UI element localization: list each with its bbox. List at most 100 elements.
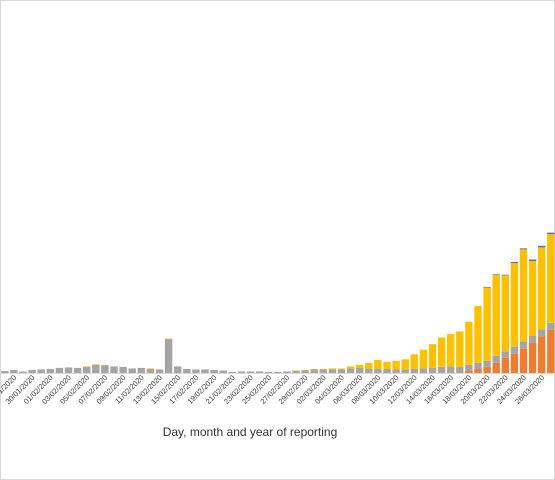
bar-segment-0-20/03/2020 (483, 366, 491, 373)
bar-segment-2-07/02/2020 (101, 364, 109, 366)
bar-segment-2-18/03/2020 (465, 321, 473, 365)
bar-segment-1-18/02/2020 (201, 369, 209, 373)
bar-segment-1-02/03/2020 (319, 369, 327, 373)
bar-segment-2-04/03/2020 (337, 368, 346, 370)
bar-segment-1-10/02/2020 (128, 368, 136, 373)
bar-segment-1-18/03/2020 (465, 364, 473, 371)
bar-segment-2-01/03/2020 (310, 368, 318, 370)
bar-segment-1-05/03/2020 (346, 368, 355, 373)
bar-segment-0-18/03/2020 (465, 370, 473, 373)
bar-segment-1-24/03/2020 (519, 341, 528, 349)
bars-group (0, 232, 555, 374)
bar-segment-2-13/03/2020 (419, 349, 428, 369)
bar-segment-1-27/01/2020 (1, 370, 9, 373)
bar-segment-0-22/03/2020 (501, 357, 509, 373)
bar-segment-1-23/02/2020 (246, 371, 255, 373)
bar-segment-1-23/03/2020 (510, 346, 519, 354)
bar-segment-1-03/03/2020 (328, 369, 337, 373)
bar-segment-1-22/02/2020 (237, 371, 246, 373)
bar-segment-2-24/03/2020 (519, 249, 528, 342)
bar-segment-1-16/02/2020 (183, 368, 191, 373)
bar-segment-2-19/03/2020 (474, 306, 482, 363)
bar-segment-1-08/02/2020 (110, 366, 118, 373)
bar-segment-1-21/02/2020 (228, 371, 236, 373)
bar-segment-1-06/02/2020 (92, 364, 100, 373)
bar-segment-1-26/02/2020 (274, 371, 282, 373)
bar-segment-1-09/03/2020 (383, 368, 391, 373)
bar-segment-2-27/03/2020 (547, 234, 555, 323)
bar-segment-2-05/02/2020 (83, 366, 91, 368)
bar-segment-1-16/03/2020 (447, 366, 455, 373)
bar-segment-2-28/02/2020 (292, 370, 300, 372)
bar-segment-1-15/02/2020 (174, 366, 182, 373)
bar-segment-1-26/03/2020 (538, 329, 546, 337)
bar-segment-2-06/02/2020 (92, 364, 100, 365)
bar-segment-1-20/03/2020 (483, 360, 491, 367)
bar-segment-2-20/03/2020 (483, 287, 491, 361)
bar-segment-2-05/03/2020 (346, 366, 355, 369)
bar-segment-3-26/03/2020 (538, 245, 546, 248)
bar-segment-2-10/03/2020 (392, 360, 400, 370)
bar-segment-1-07/03/2020 (365, 368, 373, 373)
bar-segment-1-04/03/2020 (337, 369, 346, 373)
bar-segment-1-28/01/2020 (10, 369, 18, 373)
bar-segment-1-08/03/2020 (374, 368, 382, 373)
bar-segment-1-28/02/2020 (292, 370, 300, 373)
bar-segment-1-07/02/2020 (101, 365, 109, 373)
bar-segment-1-11/03/2020 (401, 369, 409, 373)
bar-segment-3-27/03/2020 (547, 232, 555, 235)
bar-segment-1-29/02/2020 (301, 370, 309, 373)
bar-segment-1-15/03/2020 (437, 366, 446, 373)
bar-segment-1-17/03/2020 (456, 366, 464, 373)
bar-segment-1-06/03/2020 (356, 367, 364, 373)
bar-segment-3-22/03/2020 (501, 274, 509, 276)
bar-segment-2-15/03/2020 (437, 337, 446, 367)
bar-segment-2-26/03/2020 (538, 247, 546, 330)
bar-segment-0-24/03/2020 (519, 348, 528, 373)
bar-segment-1-24/02/2020 (255, 371, 264, 373)
bar-segment-3-20/03/2020 (483, 286, 491, 288)
bar-segment-0-26/03/2020 (538, 336, 546, 373)
bar-segment-2-25/03/2020 (528, 261, 537, 337)
bar-segment-1-01/02/2020 (46, 368, 54, 373)
bar-segment-1-13/03/2020 (419, 368, 428, 373)
bar-segment-1-20/02/2020 (219, 370, 227, 373)
bar-segment-1-12/02/2020 (146, 368, 155, 373)
bar-segment-1-29/01/2020 (19, 371, 27, 373)
bar-segment-1-31/01/2020 (37, 369, 45, 373)
bar-segment-3-25/03/2020 (528, 259, 537, 262)
bar-segment-1-14/03/2020 (428, 367, 437, 373)
bar-segment-2-21/03/2020 (492, 274, 500, 356)
bar-segment-3-23/03/2020 (510, 262, 519, 264)
bar-segment-1-09/02/2020 (119, 366, 127, 373)
bar-segment-1-19/02/2020 (210, 369, 218, 373)
bar-segment-3-24/03/2020 (519, 248, 528, 250)
bar-segment-2-16/03/2020 (447, 333, 455, 367)
x-tick-labels: 28/01/202030/01/202001/02/202003/02/2020… (0, 373, 546, 406)
bar-segment-2-14/02/2020 (164, 338, 173, 340)
bar-segment-1-19/03/2020 (474, 362, 482, 369)
bar-segment-2-07/03/2020 (365, 362, 373, 369)
bar-segment-0-21/03/2020 (492, 362, 500, 373)
bar-segment-0-19/03/2020 (474, 368, 482, 373)
bar-segment-1-27/02/2020 (283, 371, 291, 373)
bar-segment-0-25/03/2020 (528, 342, 537, 373)
bar-segment-2-11/03/2020 (401, 359, 409, 370)
bar-segment-0-23/03/2020 (510, 353, 519, 373)
bar-segment-1-11/02/2020 (137, 367, 145, 373)
bar-segment-1-22/03/2020 (501, 351, 509, 358)
bar-segment-2-06/03/2020 (356, 364, 364, 368)
bar-segment-2-03/03/2020 (328, 368, 337, 370)
x-axis-label: Day, month and year of reporting (163, 425, 338, 439)
bar-segment-2-17/03/2020 (456, 331, 464, 367)
bar-segment-2-14/03/2020 (428, 344, 437, 368)
bar-segment-1-30/01/2020 (28, 369, 36, 373)
bar-segment-2-12/03/2020 (410, 354, 418, 369)
bar-segment-1-04/02/2020 (73, 367, 82, 373)
bar-segment-1-14/02/2020 (164, 339, 173, 373)
bar-segment-1-05/02/2020 (83, 366, 91, 373)
bar-segment-2-02/03/2020 (319, 368, 327, 370)
bar-segment-2-29/02/2020 (301, 369, 309, 371)
bar-segment-1-13/02/2020 (155, 369, 164, 373)
